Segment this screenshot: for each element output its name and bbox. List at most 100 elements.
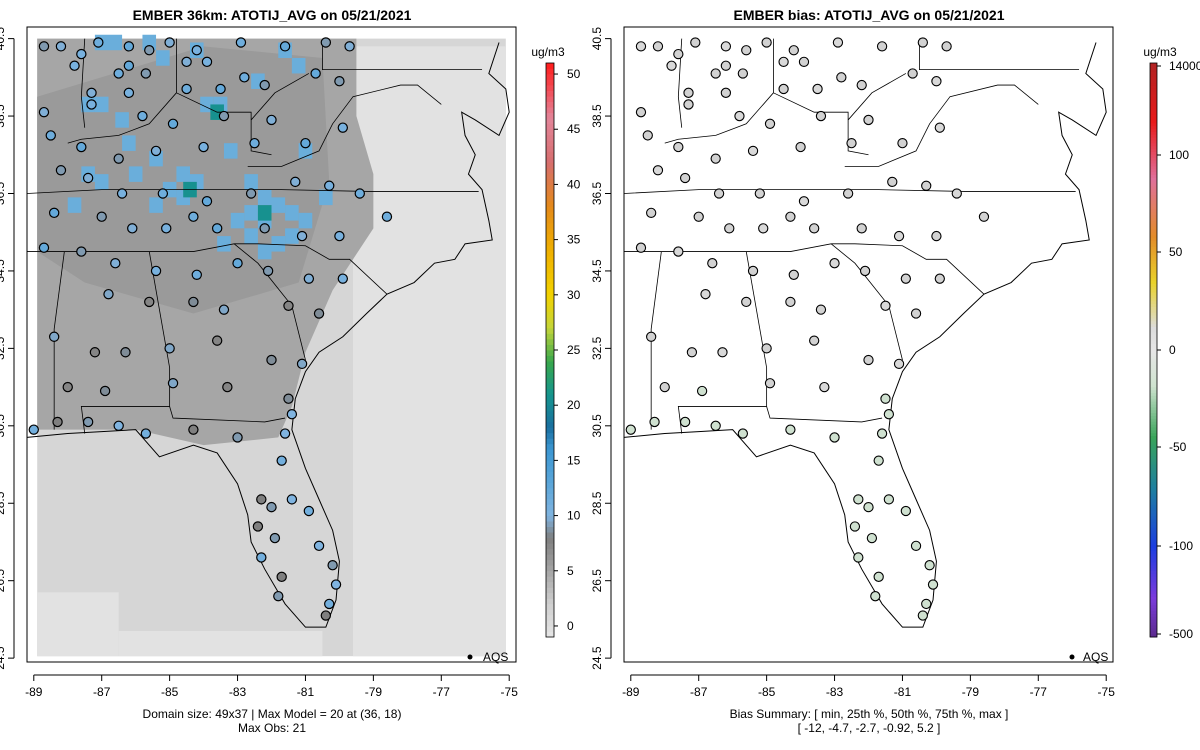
- bias-point: [859, 265, 871, 277]
- bias-point: [649, 416, 660, 428]
- grid-cell-high: [271, 236, 286, 252]
- obs-point: [283, 393, 294, 404]
- state-border: [919, 38, 1080, 70]
- colorbar-segment: [1150, 114, 1157, 119]
- obs-point: [215, 83, 226, 95]
- obs-point: [127, 223, 138, 234]
- obs-point: [296, 358, 308, 370]
- colorbar-segment: [1150, 436, 1157, 440]
- colorbar-segment: [1150, 341, 1157, 345]
- grid-cell-high: [257, 243, 272, 260]
- colorbar-segment: [546, 548, 554, 555]
- colorbar-segment: [1150, 235, 1157, 239]
- left-x-axis: -89 -87 -85 -83 -81 -79 -77 -75: [25, 674, 518, 699]
- bias-point: [832, 37, 844, 48]
- bias-point: [863, 114, 874, 126]
- colorbar-segment: [546, 151, 554, 158]
- state-border: [844, 84, 1039, 167]
- bias-point: [815, 110, 827, 122]
- colorbar-segment: [546, 515, 554, 522]
- colorbar-segment: [1150, 570, 1157, 575]
- bias-point: [812, 83, 823, 95]
- obs-point: [76, 48, 87, 60]
- grid-cell-high: [230, 212, 245, 229]
- colorbar-segment: [1150, 223, 1157, 228]
- colorbar-segment: [546, 85, 554, 91]
- colorbar-segment: [1150, 525, 1157, 529]
- bias-point: [635, 107, 647, 118]
- colorbar-segment: [1150, 347, 1157, 351]
- bias-point: [710, 68, 721, 79]
- colorbar-segment: [546, 162, 554, 169]
- obs-point: [232, 257, 243, 269]
- colorbar-segment: [1150, 410, 1157, 414]
- bias-point: [785, 424, 796, 435]
- grid-cell-high: [285, 228, 299, 244]
- colorbar-segment: [546, 134, 554, 141]
- bias-point: [934, 273, 945, 284]
- colorbar-segment: [1150, 332, 1157, 337]
- obs-point: [116, 188, 128, 199]
- grid-cell-high: [257, 189, 272, 206]
- colorbar-tick-label: 14000: [1169, 59, 1200, 73]
- colorbar-segment: [1150, 140, 1157, 144]
- obs-point: [337, 273, 349, 284]
- colorbar-segment: [1150, 611, 1157, 615]
- obs-point: [113, 153, 124, 164]
- colorbar-segment: [1150, 215, 1157, 219]
- x-tick-label: -75: [1098, 685, 1116, 699]
- colorbar-segment: [1150, 335, 1157, 340]
- colorbar-segment: [1150, 117, 1157, 121]
- grid-cell-high: [244, 228, 258, 244]
- right-plot-frame: [623, 26, 1114, 663]
- bias-point: [673, 141, 684, 153]
- left-legend-marker: [467, 654, 473, 660]
- colorbar-segment: [546, 344, 554, 351]
- colorbar-segment: [1150, 430, 1157, 434]
- colorbar-tick-label: 0: [567, 619, 574, 633]
- right-colorbar: [1149, 62, 1158, 638]
- obs-point: [55, 41, 67, 52]
- obs-point: [103, 288, 114, 300]
- state-border: [233, 243, 306, 361]
- colorbar-segment: [546, 184, 554, 191]
- colorbar-segment: [1150, 582, 1157, 586]
- colorbar-segment: [546, 471, 554, 478]
- colorbar-segment: [546, 449, 554, 456]
- colorbar-segment: [1150, 513, 1157, 517]
- state-border: [27, 243, 388, 295]
- obs-point: [69, 60, 80, 71]
- x-tick-label: -77: [433, 685, 451, 699]
- obs-point: [167, 118, 179, 129]
- colorbar-segment: [1150, 361, 1157, 365]
- obs-point: [191, 45, 202, 56]
- colorbar-segment: [1150, 622, 1157, 627]
- colorbar-segment: [546, 614, 554, 621]
- colorbar-segment: [546, 366, 554, 373]
- colorbar-segment: [546, 460, 554, 467]
- left-colorbar: [545, 62, 555, 638]
- left-obs-points: [28, 37, 393, 621]
- colorbar-segment: [1150, 286, 1157, 291]
- colorbar-segment: [546, 283, 554, 290]
- bias-point: [693, 211, 704, 222]
- colorbar-segment: [1150, 473, 1157, 477]
- obs-point: [52, 416, 63, 428]
- colorbar-segment: [1150, 585, 1157, 589]
- colorbar-segment: [546, 487, 554, 494]
- colorbar-segment: [1150, 278, 1157, 282]
- colorbar-segment: [546, 625, 554, 632]
- bias-point: [853, 494, 864, 505]
- bias-point: [785, 296, 796, 308]
- colorbar-segment: [546, 322, 554, 329]
- colorbar-segment: [546, 377, 554, 384]
- right-caption-2: [ -12, -4.7, -2.7, -0.92, 5.2 ]: [798, 721, 941, 735]
- left-basemap: [26, 38, 510, 628]
- bias-point: [883, 494, 895, 505]
- x-tick-label: -85: [758, 685, 776, 699]
- colorbar-segment: [546, 278, 554, 285]
- colorbar-segment: [1150, 238, 1157, 242]
- obs-point: [276, 571, 287, 583]
- obs-point: [76, 246, 87, 257]
- colorbar-segment: [1150, 232, 1157, 236]
